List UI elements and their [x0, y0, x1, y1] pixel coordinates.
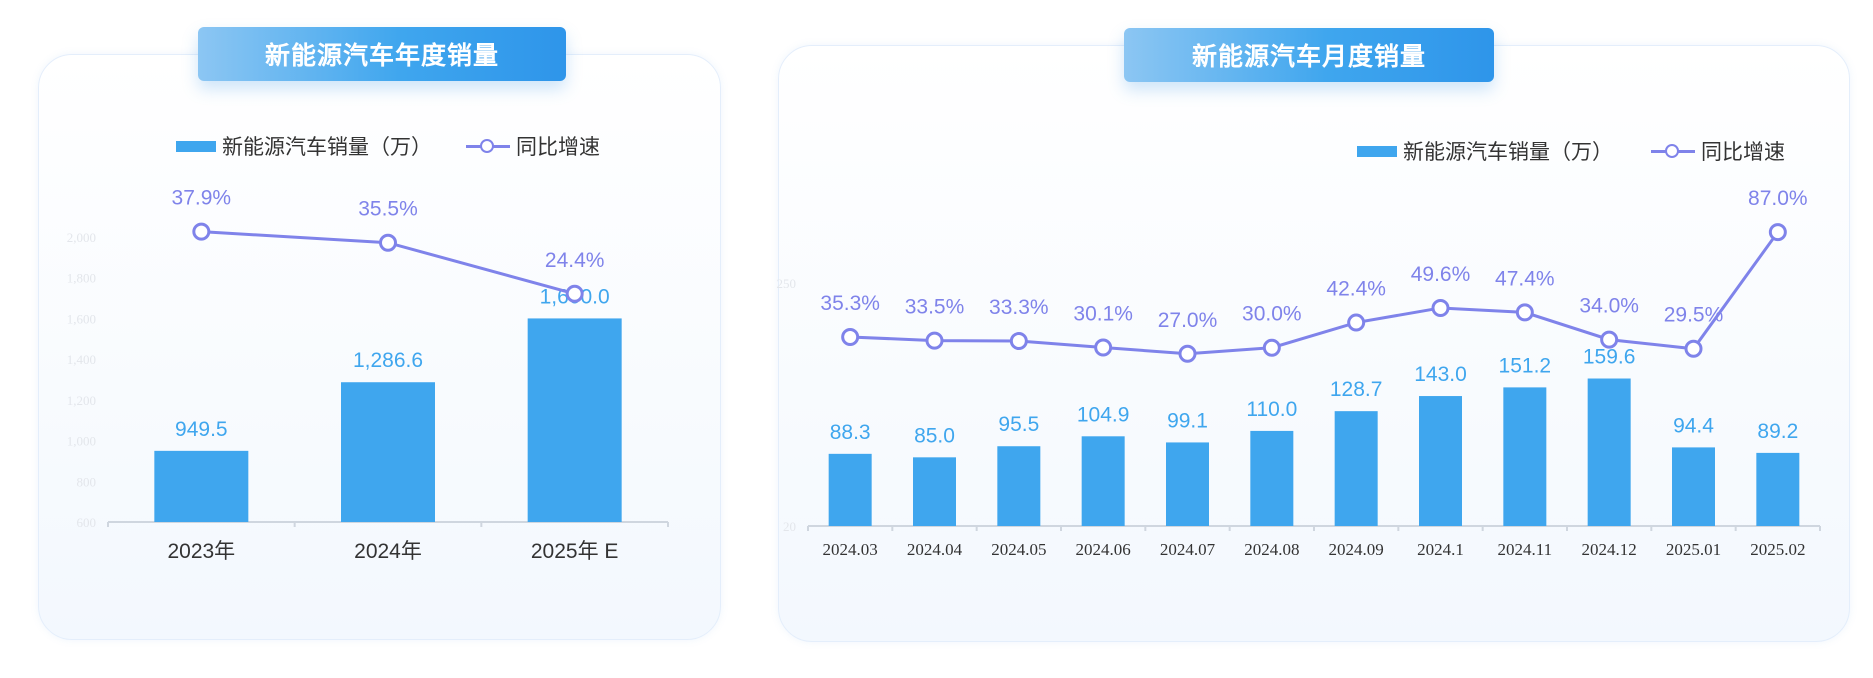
x-tick-label: 2024.08: [1244, 540, 1299, 559]
legend-bar-swatch: [176, 140, 216, 152]
bar-value-label: 949.5: [175, 418, 228, 441]
growth-rate-point: [1600, 330, 1619, 349]
x-tick-label: 2024.04: [907, 540, 963, 559]
growth-rate-label: 47.4%: [1495, 267, 1555, 290]
bar: [1081, 436, 1125, 526]
monthly-sales-chart: 20 250 88.3 2024.03 85.0 2024.04 95.5 2024.05 10…: [777, 187, 1821, 559]
growth-rate-point: [1684, 339, 1703, 358]
growth-rate-line: [850, 231, 1780, 356]
growth-rate-label: 27.0%: [1158, 309, 1218, 332]
bar-value-label: 95.5: [998, 413, 1039, 436]
bar-value-label: 1,286.6: [353, 349, 423, 372]
legend-bar-swatch: [1357, 145, 1397, 157]
growth-rate-label: 35.5%: [358, 198, 418, 221]
growth-rate-point: [1009, 332, 1028, 351]
x-tick-label: 2024.11: [1498, 540, 1553, 559]
growth-rate-label: 24.4%: [545, 249, 605, 272]
growth-rate-point: [379, 233, 397, 252]
monthly-chart-title: 新能源汽车月度销量: [1124, 28, 1494, 82]
bar-value-label: 94.4: [1673, 414, 1714, 437]
growth-rate-label: 35.3%: [820, 292, 880, 315]
bar: [1756, 452, 1800, 526]
x-tick-label: 2025年 E: [531, 540, 619, 563]
growth-rate-point: [1178, 344, 1197, 363]
growth-rate-label: 29.5%: [1664, 304, 1724, 327]
bar: [1587, 378, 1631, 526]
monthly-chart-legend: 新能源汽车销量（万） 同比增速: [1357, 136, 1785, 166]
growth-rate-point: [1431, 298, 1450, 317]
bar-value-label: 128.7: [1330, 378, 1383, 401]
legend-bar-label: 新能源汽车销量（万）: [222, 135, 432, 159]
growth-rate-label: 42.4%: [1326, 278, 1386, 301]
growth-rate-point: [925, 331, 944, 350]
x-tick-label: 2024.07: [1160, 540, 1216, 559]
y-tick-label: 800: [77, 474, 97, 489]
x-tick-label: 2024.12: [1582, 540, 1637, 559]
y-tick-label: 20: [783, 519, 796, 534]
y-tick-label: 2,000: [67, 230, 96, 245]
growth-rate-point: [1347, 313, 1366, 332]
growth-rate-point: [1768, 223, 1787, 242]
annual-chart-title: 新能源汽车年度销量: [198, 27, 566, 81]
bar-value-label: 143.0: [1414, 363, 1467, 386]
x-tick-label: 2024.05: [991, 540, 1046, 559]
bar-value-label: 104.9: [1077, 403, 1130, 426]
bar: [1166, 442, 1209, 526]
bar-value-label: 88.3: [830, 421, 871, 444]
annual-chart-legend: 新能源汽车销量（万） 同比增速: [176, 131, 600, 161]
x-tick-label: 2025.02: [1750, 540, 1805, 559]
x-tick-label: 2024.1: [1417, 540, 1464, 559]
growth-rate-point: [841, 327, 860, 346]
y-tick-label: 1,400: [67, 352, 96, 367]
bar: [1672, 447, 1715, 526]
bar: [154, 450, 249, 522]
growth-rate-label: 33.5%: [905, 296, 965, 319]
legend-line-swatch: [466, 139, 510, 153]
growth-rate-label: 49.6%: [1411, 263, 1471, 286]
bar: [527, 318, 622, 522]
bar-value-label: 110.0: [1246, 398, 1297, 421]
growth-rate-label: 30.0%: [1242, 303, 1302, 326]
growth-rate-point: [1094, 338, 1113, 357]
x-tick-label: 2024年: [354, 540, 422, 563]
x-tick-label: 2024.09: [1329, 540, 1384, 559]
growth-rate-label: 87.0%: [1748, 187, 1808, 210]
x-tick-label: 2025.01: [1666, 540, 1721, 559]
bar: [1250, 430, 1294, 526]
bar: [341, 382, 435, 522]
bar-value-label: 85.0: [914, 424, 955, 447]
bar-value-label: 151.2: [1499, 354, 1552, 377]
x-tick-label: 2024.06: [1076, 540, 1131, 559]
y-tick-label: 250: [777, 276, 797, 291]
y-tick-label: 1,800: [67, 271, 96, 286]
y-tick-label: 1,200: [67, 393, 96, 408]
bar: [997, 446, 1041, 526]
growth-rate-label: 37.9%: [172, 187, 232, 210]
bar-value-label: 159.6: [1583, 346, 1636, 369]
bar: [828, 453, 872, 526]
legend-line-label: 同比增速: [1701, 140, 1785, 164]
y-tick-label: 1,000: [67, 434, 96, 449]
growth-rate-point: [1515, 303, 1534, 322]
bar: [1419, 396, 1462, 526]
annual-sales-chart: 600 800 1,000 1,200 1,400 1,600 1,800 2,000 949.…: [67, 187, 669, 563]
legend-line-swatch: [1651, 144, 1695, 158]
growth-rate-label: 34.0%: [1579, 295, 1639, 318]
x-tick-label: 2024.03: [823, 540, 878, 559]
growth-rate-label: 33.3%: [989, 296, 1049, 319]
x-tick-label: 2023年: [167, 540, 235, 563]
legend-line-label: 同比增速: [516, 135, 600, 159]
growth-rate-point: [192, 222, 211, 241]
y-tick-label: 600: [77, 515, 97, 530]
bar-value-label: 89.2: [1757, 420, 1798, 443]
growth-rate-point: [565, 284, 584, 303]
growth-rate-point: [1262, 338, 1281, 357]
bar-value-label: 99.1: [1167, 409, 1208, 432]
y-tick-label: 1,600: [67, 311, 96, 326]
bar: [913, 457, 956, 526]
bar: [1503, 387, 1547, 526]
legend-bar-label: 新能源汽车销量（万）: [1403, 140, 1613, 164]
bar: [1334, 411, 1378, 526]
growth-rate-label: 30.1%: [1073, 303, 1133, 326]
